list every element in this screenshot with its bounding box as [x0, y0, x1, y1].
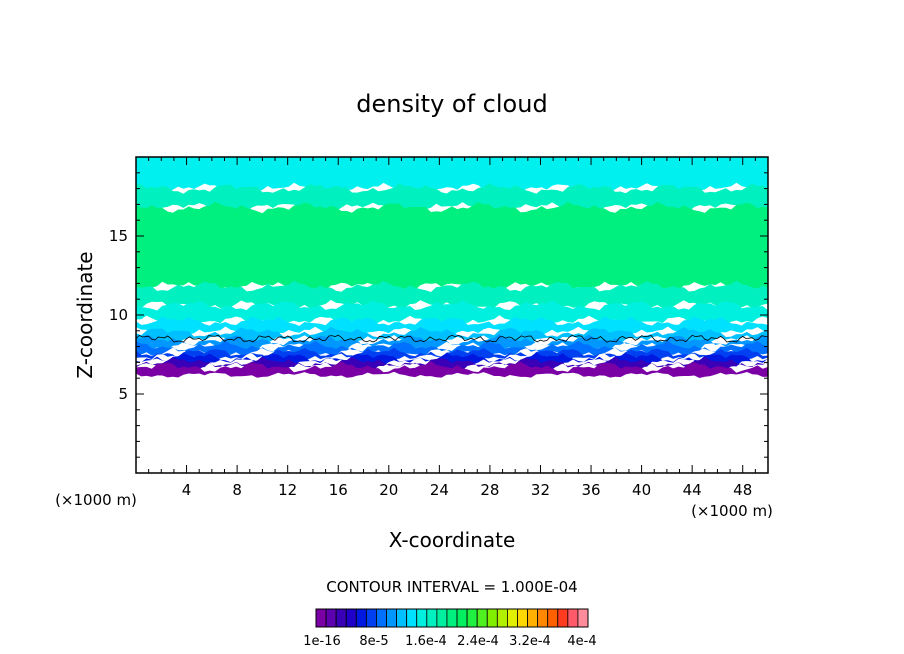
colorbar-swatch [315, 608, 327, 628]
y-tick-label: 5 [118, 385, 128, 403]
density-layer [136, 183, 768, 213]
x-tick-label: 40 [632, 481, 651, 499]
density-layer [136, 157, 768, 194]
colorbar-swatch [325, 608, 337, 628]
density-layer [136, 340, 768, 358]
colorbar-swatch [507, 608, 518, 628]
density-layer [136, 361, 768, 378]
x-tick-label: 28 [480, 481, 499, 499]
contour-line [136, 334, 768, 343]
x-tick-label: 36 [581, 481, 600, 499]
colorbar-tick-label: 4e-4 [567, 634, 596, 649]
colorbar-swatch [355, 608, 367, 628]
y-tick-label: 15 [109, 227, 128, 245]
chart-title: density of cloud [356, 90, 547, 118]
colorbar-labels: 1e-16 8e-5 1.6e-4 2.4e-4 3.2e-4 4e-4 [303, 634, 596, 649]
colorbar-swatch [476, 608, 488, 628]
y-tick-label: 10 [109, 306, 128, 324]
colorbar [315, 608, 589, 628]
colorbar-swatch [335, 608, 347, 628]
colorbar-swatch [345, 608, 357, 628]
x-unit-left: (×1000 m) [55, 491, 137, 509]
density-field [136, 157, 768, 378]
density-layer [136, 201, 768, 292]
colorbar-swatch [406, 608, 418, 628]
colorbar-swatch [557, 608, 569, 628]
contour-interval: CONTOUR INTERVAL = 1.000E-04 [326, 578, 577, 596]
colorbar-swatch [436, 608, 448, 628]
y-axis: 5 10 15 [109, 172, 768, 458]
colorbar-swatch [365, 608, 377, 628]
colorbar-swatch [396, 608, 408, 628]
x-tick-label: 4 [182, 481, 192, 499]
colorbar-swatch [386, 608, 397, 628]
x-unit-right: (×1000 m) [691, 502, 773, 520]
colorbar-swatch [527, 608, 539, 628]
colorbar-frame [315, 608, 589, 628]
x-tick-label: 16 [329, 481, 348, 499]
x-tick-label: 44 [683, 481, 702, 499]
colorbar-tick-label: 1e-16 [303, 634, 341, 649]
colorbar-tick-label: 1.6e-4 [405, 634, 447, 649]
x-tick-label: 32 [531, 481, 550, 499]
colorbar-tick-label: 8e-5 [359, 634, 388, 649]
colorbar-swatch [517, 608, 528, 628]
colorbar-swatch [486, 608, 498, 628]
x-axis-label: X-coordinate [389, 528, 516, 552]
colorbar-swatch [577, 608, 589, 628]
colorbar-swatch [416, 608, 428, 628]
x-tick-label: 12 [278, 481, 297, 499]
colorbar-swatch [496, 608, 508, 628]
colorbar-swatch [376, 608, 387, 628]
x-axis: 4 8 12 16 20 24 28 32 36 40 44 48 [148, 157, 756, 499]
colorbar-swatch [547, 608, 559, 628]
colorbar-swatch [567, 608, 579, 628]
colorbar-swatch [446, 608, 458, 628]
density-layer [136, 334, 768, 352]
colorbar-tick-label: 2.4e-4 [457, 634, 499, 649]
colorbar-swatch [426, 608, 438, 628]
colorbar-swatch [466, 608, 478, 628]
colorbar-swatch [537, 608, 549, 628]
colorbar-tick-label: 3.2e-4 [509, 634, 551, 649]
x-tick-label: 8 [232, 481, 242, 499]
x-tick-label: 20 [379, 481, 398, 499]
y-axis-label: Z-coordinate [73, 251, 97, 378]
x-tick-label: 24 [430, 481, 449, 499]
colorbar-swatch [456, 608, 468, 628]
x-tick-label: 48 [733, 481, 752, 499]
density-layer [136, 316, 768, 338]
